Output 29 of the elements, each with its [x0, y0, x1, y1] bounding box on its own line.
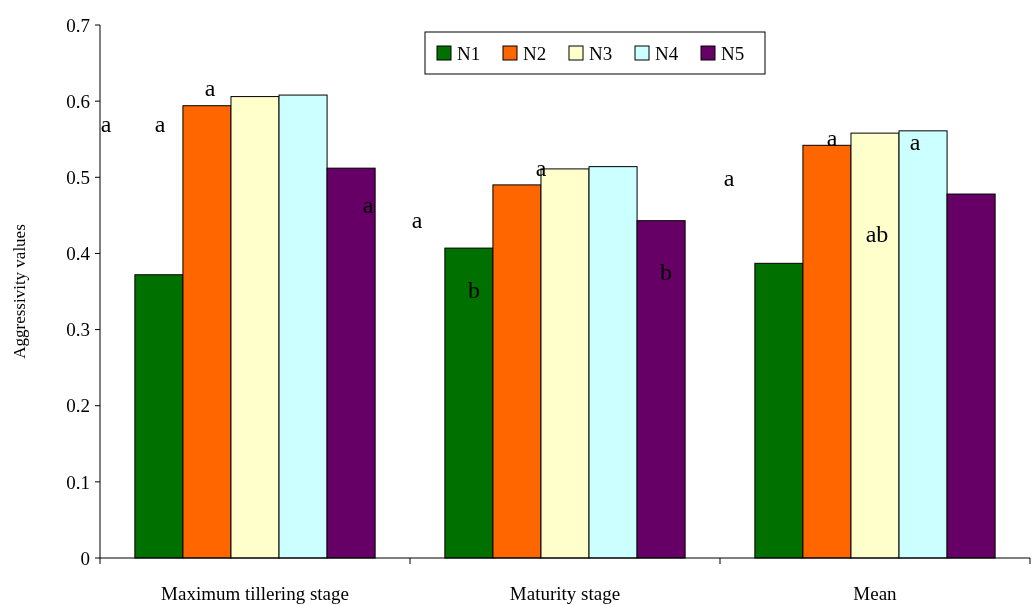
y-tick-label: 0.3: [66, 319, 90, 341]
legend-label: N1: [457, 42, 481, 64]
y-tick-label: 0.4: [66, 243, 91, 265]
legend-label: N5: [721, 42, 745, 64]
y-tick-label: 0.7: [66, 14, 90, 36]
annotation: b: [660, 259, 672, 286]
annotation: b: [468, 277, 480, 304]
annotation: a: [154, 111, 166, 138]
y-tick-label: 0.6: [66, 90, 90, 112]
annotation: a: [909, 129, 921, 156]
annotation: a: [535, 155, 547, 182]
y-tick-label: 0: [80, 547, 90, 569]
x-tick-label: Maturity stage: [509, 583, 621, 604]
legend-label: N4: [655, 42, 679, 64]
annotation: a: [826, 125, 838, 152]
y-tick-label: 0.5: [66, 166, 90, 188]
annotation: a: [723, 165, 735, 192]
annotation: a: [362, 192, 374, 219]
legend-label: N2: [523, 42, 547, 64]
annotation: a: [204, 75, 216, 102]
annotation: ab: [865, 221, 889, 248]
y-tick-label: 0.2: [66, 395, 90, 417]
annotation: a: [100, 111, 112, 138]
x-tick-label: Maximum tillering stage: [161, 583, 349, 604]
y-tick-label: 0.1: [66, 471, 90, 493]
y-axis-title: Aggressivity values: [10, 224, 29, 359]
legend-label: N3: [589, 42, 613, 64]
x-tick-label: Mean: [853, 583, 898, 604]
annotation: a: [411, 207, 423, 234]
